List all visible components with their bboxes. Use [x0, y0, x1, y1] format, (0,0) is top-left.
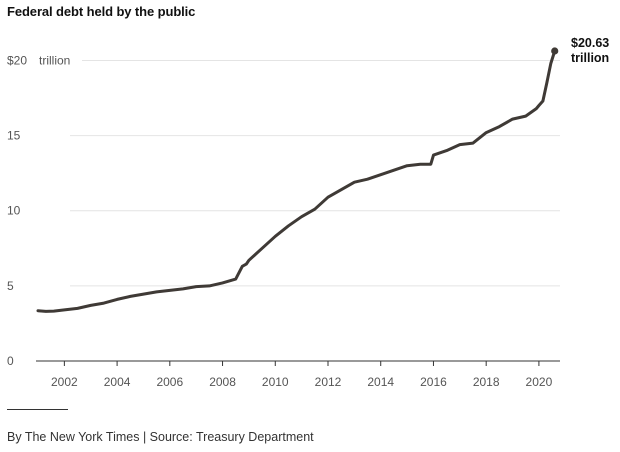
x-tick-label: 2006 [156, 375, 183, 389]
x-axis: 2002 2004 2006 2008 2010 2012 2014 2016 2018 2020 [51, 361, 553, 389]
x-tick-label: 2002 [51, 375, 78, 389]
y-tick-label: 10 [7, 204, 21, 218]
x-tick-label: 2020 [526, 375, 553, 389]
series-line [36, 49, 557, 313]
end-point-marker [551, 47, 559, 55]
x-tick-label: 2010 [262, 375, 289, 389]
x-tick-label: 2018 [473, 375, 500, 389]
end-value-label: $20.63 [571, 36, 609, 50]
x-tick-label: 2008 [209, 375, 236, 389]
y-tick-label: 0 [7, 354, 14, 368]
x-tick-label: 2014 [367, 375, 394, 389]
y-tick-label: $20 [7, 53, 27, 67]
y-axis: 0 5 10 15 $20 trillion [7, 53, 70, 368]
x-tick-label: 2012 [315, 375, 342, 389]
gridlines [70, 59, 560, 287]
y-tick-label: 15 [7, 129, 21, 143]
x-tick-label: 2004 [104, 375, 131, 389]
x-tick-label: 2016 [420, 375, 447, 389]
chart-title: Federal debt held by the public [7, 4, 196, 19]
footer-divider [7, 409, 68, 410]
y-tick-label: 5 [7, 279, 14, 293]
end-unit-label: trillion [571, 51, 609, 65]
footer-credit: By The New York Times | Source: Treasury… [7, 430, 314, 444]
y-axis-unit-label: trillion [39, 53, 70, 67]
